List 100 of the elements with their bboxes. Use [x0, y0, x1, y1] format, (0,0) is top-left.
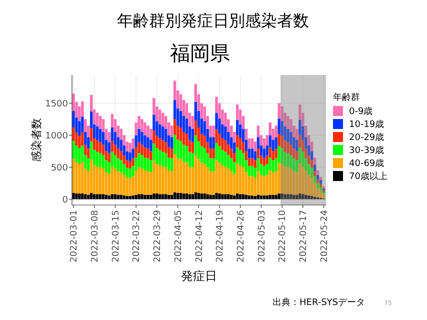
- bar: [158, 110, 162, 124]
- bar: [140, 132, 144, 145]
- bar: [286, 128, 290, 142]
- bar: [284, 152, 286, 167]
- bar: [138, 153, 140, 168]
- bar: [164, 153, 168, 168]
- bar: [93, 194, 96, 200]
- bar: [313, 171, 316, 176]
- bar: [98, 167, 102, 194]
- bar: [227, 168, 230, 194]
- bar: [75, 145, 78, 162]
- bar: [191, 128, 194, 142]
- bar: [122, 174, 126, 196]
- bar: [290, 144, 292, 156]
- bar: [212, 194, 215, 200]
- bar: [316, 170, 320, 175]
- bar: [162, 194, 164, 200]
- bar: [98, 194, 102, 200]
- bar: [218, 193, 221, 200]
- bar: [170, 148, 174, 158]
- bar: [81, 162, 84, 194]
- bar: [316, 183, 320, 188]
- bar: [212, 148, 215, 158]
- bar: [152, 160, 156, 194]
- bar: [296, 151, 298, 160]
- bar: [302, 194, 304, 200]
- bar: [128, 142, 132, 152]
- bar: [78, 193, 81, 200]
- chart-title: 年齢群別発症日別感染者数: [117, 11, 309, 30]
- bar: [191, 194, 194, 200]
- bar: [221, 138, 224, 150]
- x-tick-label: 2022-03-15: [111, 210, 122, 262]
- bar: [250, 138, 254, 149]
- bar: [284, 140, 286, 152]
- bar: [310, 177, 314, 196]
- bar: [102, 194, 105, 200]
- x-tick-label: 2022-05-24: [320, 210, 330, 262]
- bar: [140, 155, 144, 168]
- bar: [239, 124, 242, 138]
- bar: [280, 136, 284, 148]
- legend-label: 40-69歳: [349, 158, 384, 170]
- bar: [191, 116, 194, 129]
- x-tick-label: 2022-05-17: [299, 210, 310, 262]
- bar: [221, 165, 224, 194]
- legend-label: 70歳以上: [349, 171, 388, 182]
- bar: [185, 162, 188, 194]
- bar: [120, 160, 123, 172]
- bar: [167, 170, 170, 195]
- bar: [152, 130, 156, 144]
- bar: [138, 167, 140, 194]
- bar: [126, 168, 128, 178]
- bar: [144, 158, 146, 170]
- bar: [262, 166, 266, 176]
- bar: [102, 168, 105, 194]
- bar: [116, 148, 120, 158]
- bar: [286, 167, 290, 194]
- bar: [120, 172, 123, 195]
- legend-label: 0-9歳: [349, 106, 373, 118]
- bar: [140, 168, 144, 194]
- bar: [132, 158, 134, 166]
- bar: [296, 128, 298, 140]
- bar: [158, 138, 162, 150]
- bar: [162, 126, 164, 140]
- bar: [242, 167, 245, 194]
- bar: [108, 132, 111, 142]
- bar: [150, 194, 152, 200]
- bar: [302, 166, 304, 194]
- bar: [221, 150, 224, 166]
- bar: [162, 140, 164, 152]
- bar: [173, 192, 176, 200]
- bar: [132, 148, 134, 158]
- bar: [206, 167, 209, 194]
- bar: [150, 140, 152, 152]
- bar: [254, 142, 257, 152]
- bar: [215, 129, 218, 143]
- bar: [140, 144, 144, 156]
- bar: [98, 142, 102, 154]
- bar: [313, 196, 316, 200]
- bar: [250, 158, 254, 166]
- bar: [156, 164, 158, 194]
- bar: [284, 166, 286, 194]
- bar: [250, 148, 254, 158]
- bar: [170, 137, 174, 149]
- bar: [78, 148, 81, 164]
- x-tick-label: 2022-05-10: [278, 210, 288, 262]
- bar: [114, 194, 117, 200]
- y-tick-label: 500: [50, 163, 68, 174]
- bar: [78, 136, 81, 148]
- bar: [173, 134, 176, 154]
- bar: [274, 126, 278, 138]
- bar: [194, 155, 197, 192]
- bar: [313, 158, 316, 165]
- bar: [114, 144, 117, 156]
- bar: [254, 160, 257, 168]
- bar: [212, 126, 215, 138]
- bar: [158, 150, 162, 166]
- bar: [146, 171, 150, 195]
- legend-label: 30-39歳: [349, 145, 384, 156]
- bar: [144, 122, 146, 136]
- bar: [146, 194, 150, 200]
